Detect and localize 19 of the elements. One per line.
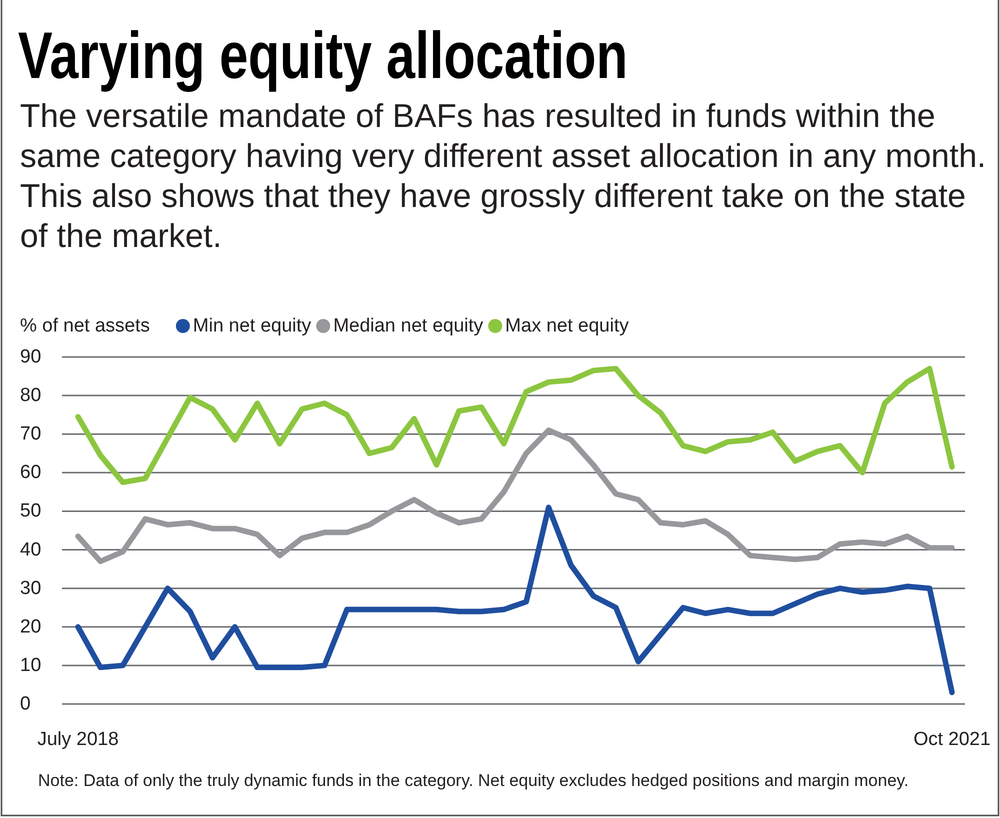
y-tick-label: 0 [20,694,31,714]
y-tick-label: 10 [20,654,42,676]
y-axis-title: % of net assets [20,316,150,336]
text: Note: Data of only the truly dynamic funds in the category. Net equity excludes hedged positions and margin money. [38,771,909,790]
x-tick-label: July 2018 [37,729,119,750]
legend-label: Median net equity [333,316,484,336]
y-tick-label: 90 [20,346,42,368]
legend-label: Max net equity [505,316,630,336]
chart-title: Varying equity allocation [18,18,628,92]
y-tick-label: 20 [20,616,42,638]
chart-subtitle: The versatile mandate of BAFs has resulted in funds within the same category having very different asset allocation in any month. This also shows that they have grossly different take on the state of the market. [20,97,986,254]
legend-label: Min net equity [192,316,312,336]
y-tick-label: 40 [20,539,42,560]
y-tick-label: 30 [20,578,42,599]
y-tick-label: 50 [20,500,42,522]
y-tick-label: 70 [20,424,42,445]
y-tick-label: 80 [20,385,42,406]
y-tick-label: 60 [20,462,42,484]
x-tick-label: Oct 2021 [913,729,991,750]
